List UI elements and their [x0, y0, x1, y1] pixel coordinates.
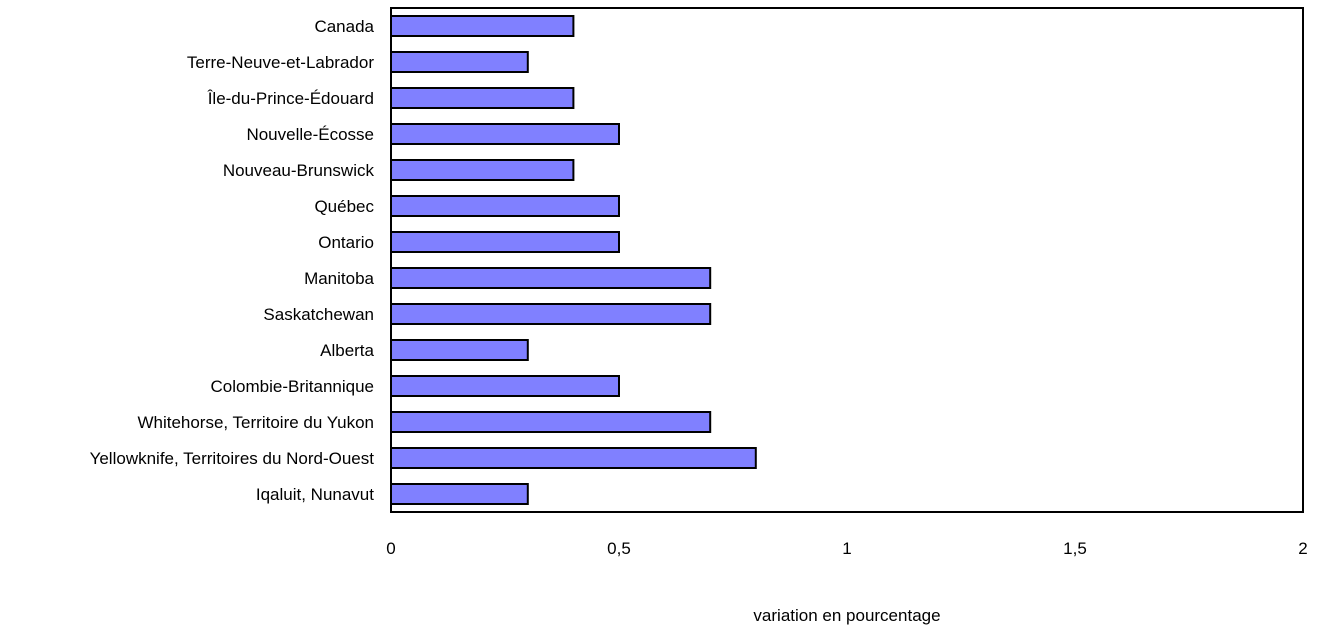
bar — [390, 483, 529, 505]
category-label: Iqaluit, Nunavut — [256, 485, 374, 504]
bar — [390, 411, 712, 433]
bar — [390, 15, 575, 37]
category-label: Yellowknife, Territoires du Nord-Ouest — [90, 449, 375, 468]
category-label: Manitoba — [304, 269, 374, 288]
category-label: Nouvelle-Écosse — [246, 125, 374, 144]
bar — [390, 87, 575, 109]
bar — [390, 267, 712, 289]
category-label: Colombie-Britannique — [211, 377, 374, 396]
category-labels-group: Canada Terre-Neuve-et-Labrador Île-du-Prin… — [90, 17, 375, 504]
category-label: Alberta — [320, 341, 374, 360]
x-tick-label: 2 — [1298, 539, 1307, 558]
x-tick-label: 1,5 — [1063, 539, 1087, 558]
bar — [390, 195, 620, 217]
category-label: Canada — [314, 17, 374, 36]
category-label: Whitehorse, Territoire du Yukon — [137, 413, 374, 432]
bar — [390, 51, 529, 73]
bar — [390, 447, 757, 469]
category-label: Île-du-Prince-Édouard — [207, 89, 374, 108]
category-label: Terre-Neuve-et-Labrador — [187, 53, 374, 72]
bar — [390, 159, 575, 181]
x-tick-labels-group: 0 0,5 1 1,5 2 — [386, 539, 1307, 558]
category-label: Québec — [314, 197, 374, 216]
x-tick-label: 1 — [842, 539, 851, 558]
x-axis-title: variation en pourcentage — [753, 606, 940, 625]
bars-group — [390, 15, 757, 505]
category-label: Ontario — [318, 233, 374, 252]
category-label: Saskatchewan — [263, 305, 374, 324]
bar — [390, 123, 620, 145]
x-tick-label: 0 — [386, 539, 395, 558]
category-label: Nouveau-Brunswick — [223, 161, 375, 180]
bar — [390, 231, 620, 253]
x-tick-label: 0,5 — [607, 539, 631, 558]
bar — [390, 339, 529, 361]
bar — [390, 303, 712, 325]
bar — [390, 375, 620, 397]
plot-area-frame — [390, 7, 1304, 513]
